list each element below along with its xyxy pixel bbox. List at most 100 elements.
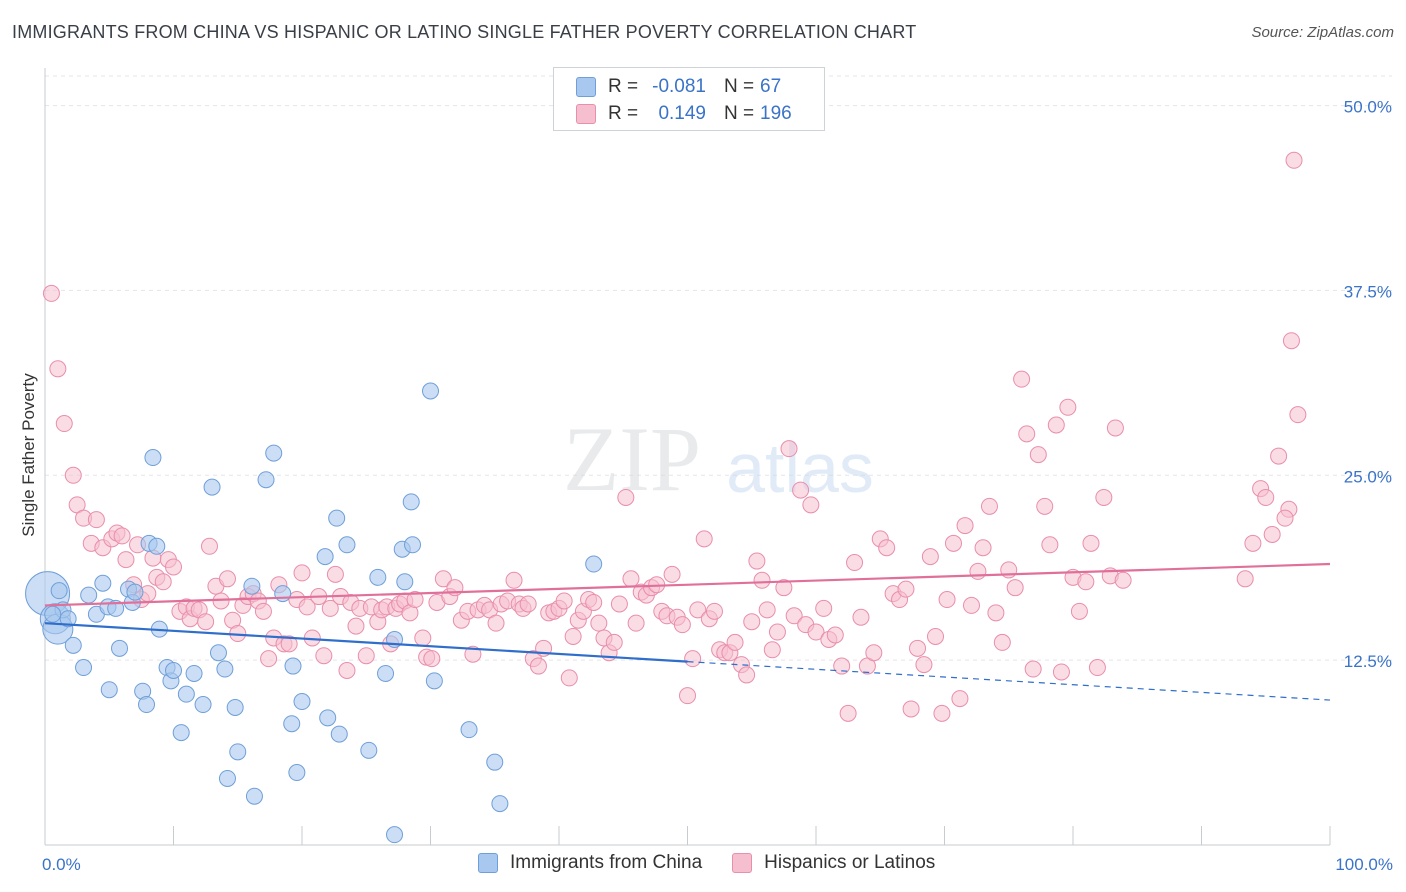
point-hispanic [627,614,645,632]
point-hispanic [1114,571,1132,589]
point-hispanic [1282,332,1300,350]
r-label: R = [608,103,639,124]
legend-label-china: Immigrants from China [510,852,703,873]
point-hispanic [758,601,776,619]
point-china [50,582,68,600]
point-china [404,536,422,554]
point-hispanic [1244,534,1262,552]
point-hispanic [679,687,696,705]
r-value-china: -0.081 [652,76,706,97]
trend-line-china [44,622,688,663]
stats-legend: R = -0.081 N = 67 R = 0.149 N = 196 [553,67,825,131]
y-tick-label: 37.5% [1344,282,1392,301]
source-label: Source: ZipAtlas.com [1251,24,1394,41]
point-china [138,696,156,714]
y-tick-label: 50.0% [1344,98,1392,117]
point-hispanic [87,511,105,529]
point-hispanic [826,626,844,644]
x-tick-label-max: 100.0% [1335,855,1393,874]
point-hispanic [695,530,713,548]
point-hispanic [768,623,786,641]
point-hispanic [1024,660,1042,678]
point-china [338,536,356,554]
point-china [283,715,301,733]
point-hispanic [663,565,681,583]
point-china [369,568,387,586]
point-china [316,548,334,566]
point-hispanic [865,644,883,662]
point-hispanic [321,599,339,617]
point-hispanic [464,645,482,663]
point-hispanic [55,415,73,433]
point-hispanic [564,627,582,645]
point-china [126,583,144,601]
point-hispanic [775,579,793,597]
point-hispanic [64,466,82,484]
point-china [216,660,234,678]
point-china [319,709,337,727]
legend-item-china[interactable]: Immigrants from China [478,852,702,874]
point-china [243,577,261,595]
point-china [111,639,129,657]
point-hispanic [298,598,316,616]
point-hispanic [49,360,67,378]
y-axis-label: Single Father Poverty [19,373,38,537]
point-hispanic [785,607,803,625]
point-hispanic [1059,398,1077,416]
point-hispanic [423,650,441,668]
point-hispanic [951,690,969,708]
point-hispanic [529,657,547,675]
point-hispanic [673,616,691,634]
point-hispanic [293,564,311,582]
point-hispanic [254,602,272,620]
point-hispanic [113,527,131,545]
point-hispanic [705,602,723,620]
point-hispanic [956,517,974,535]
point-hispanic [1047,416,1065,434]
x-tick-label-min: 0.0% [42,855,81,874]
point-hispanic [1095,488,1113,506]
tick-labels: 12.5% 25.0% 37.5% 50.0% 0.0% 100.0% [42,98,1393,874]
point-hispanic [617,488,635,506]
trend-lines [44,562,1331,701]
point-hispanic [1070,602,1088,620]
point-hispanic [1236,570,1254,588]
point-hispanic [434,570,452,588]
point-hispanic [792,481,810,499]
point-hispanic [154,573,172,591]
stats-row-hispanic: R = 0.149 N = 196 [576,101,792,127]
series-legend: Immigrants from China Hispanics or Latin… [478,852,965,874]
point-china [185,664,203,682]
point-china [460,721,478,739]
point-hispanic [878,539,896,557]
point-hispanic [1013,370,1031,388]
point-hispanic [357,647,375,665]
point-hispanic [505,571,523,589]
point-hispanic [605,633,623,651]
legend-item-hispanic[interactable]: Hispanics or Latinos [732,852,935,874]
point-hispanic [763,641,781,659]
point-hispanic [347,617,365,635]
legend-label-hispanic: Hispanics or Latinos [764,852,936,873]
point-china [203,478,221,496]
point-china [64,636,82,654]
r-label: R = [608,76,639,97]
legend-swatch-hispanic [732,853,753,873]
trend-line-china-extension [687,661,1331,701]
point-hispanic [1270,447,1288,465]
point-china [226,698,244,716]
point-hispanic [969,562,987,580]
y-tick-label: 25.0% [1344,467,1392,486]
point-hispanic [1029,446,1047,464]
axes [44,68,1331,846]
point-china [172,724,190,742]
point-china [585,555,603,573]
point-hispanic [738,666,756,684]
point-china [148,537,166,555]
point-china [144,449,162,467]
point-hispanic [915,656,933,674]
point-hispanic [980,497,998,515]
n-label: N = [724,103,755,124]
point-hispanic [42,284,60,302]
